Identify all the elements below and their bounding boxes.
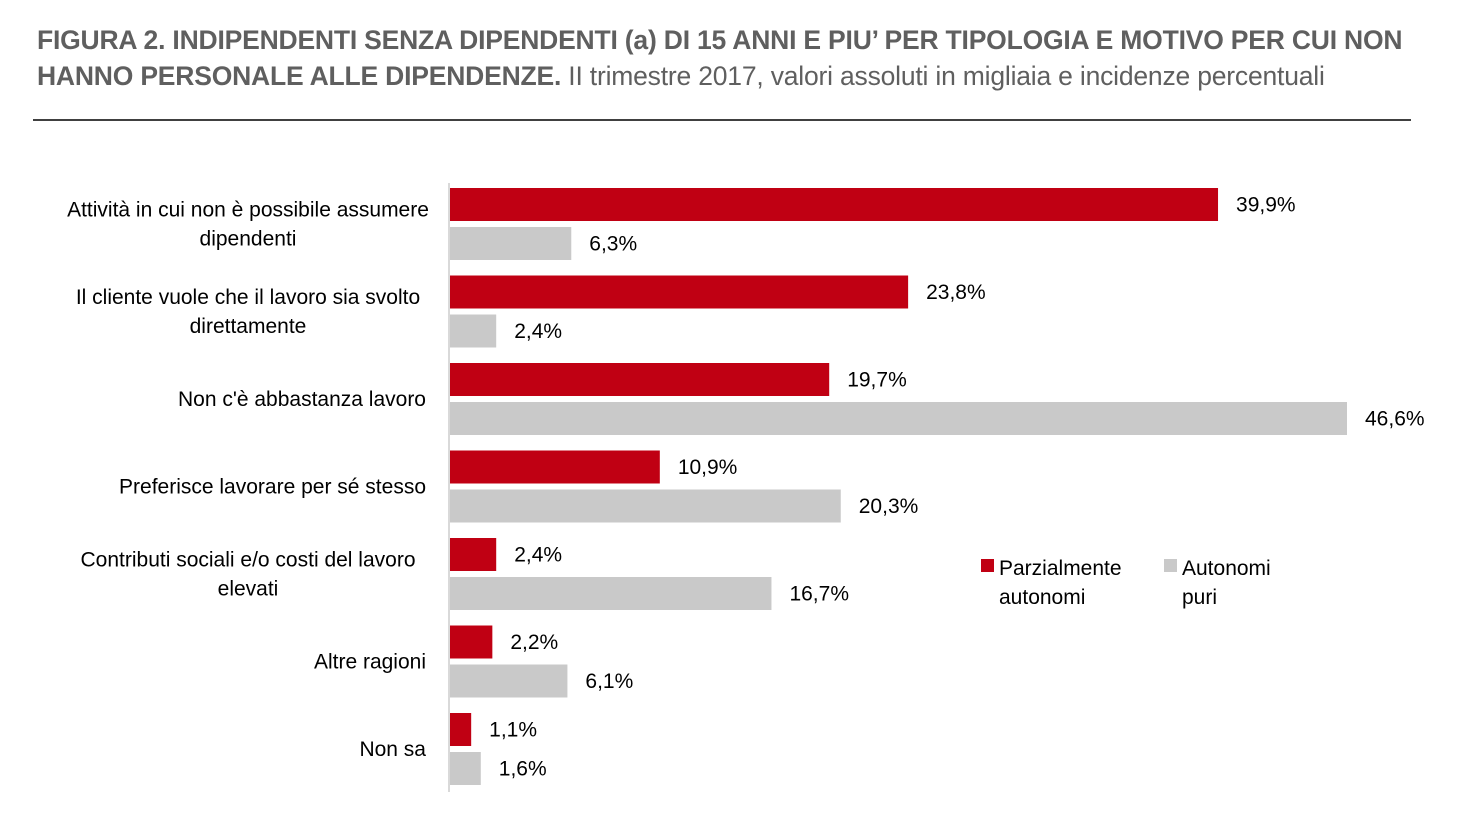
data-label-parzialmente-autonomi: 2,4% <box>514 544 562 567</box>
bar-parzialmente-autonomi <box>450 538 497 571</box>
legend-swatch-parzialmente-autonomi <box>981 559 994 572</box>
bar-parzialmente-autonomi <box>450 363 830 396</box>
data-label-autonomi-puri: 46,6% <box>1365 408 1425 431</box>
category-label: direttamente <box>190 315 307 338</box>
bar-autonomi-puri <box>450 227 572 260</box>
category-label: elevati <box>218 578 279 601</box>
legend-label-parzialmente-autonomi: autonomi <box>999 586 1085 609</box>
data-label-parzialmente-autonomi: 39,9% <box>1236 194 1296 217</box>
category-label: Contributi sociali e/o costi del lavoro <box>81 549 416 572</box>
bar-parzialmente-autonomi <box>450 713 472 746</box>
bar-parzialmente-autonomi <box>450 275 909 309</box>
bar-autonomi-puri <box>450 577 772 610</box>
chart-title-bold: FIGURA 2. INDIPENDENTI SENZA DIPENDENTI … <box>37 25 1403 91</box>
bar-autonomi-puri <box>450 664 568 698</box>
category-label: Altre ragioni <box>314 651 426 674</box>
category-label: Preferisce lavorare per sé stesso <box>119 476 426 499</box>
data-label-autonomi-puri: 6,1% <box>585 670 633 693</box>
legend-label-parzialmente-autonomi: Parzialmente <box>999 557 1122 580</box>
category-label: Attività in cui non è possibile assumere <box>67 199 429 222</box>
bar-parzialmente-autonomi <box>450 625 493 659</box>
bar-autonomi-puri <box>450 489 841 523</box>
category-label: Non c'è abbastanza lavoro <box>178 388 426 411</box>
bar-autonomi-puri <box>450 752 481 785</box>
bar-parzialmente-autonomi <box>450 450 660 484</box>
data-label-parzialmente-autonomi: 1,1% <box>489 719 537 742</box>
chart-subtitle: II trimestre 2017, valori assoluti in mi… <box>561 61 1325 91</box>
legend-label-autonomi-puri: Autonomi <box>1182 557 1271 580</box>
bar-autonomi-puri <box>450 402 1347 435</box>
category-label: Non sa <box>359 738 426 761</box>
bar-autonomi-puri <box>450 314 497 348</box>
data-label-autonomi-puri: 6,3% <box>589 233 637 256</box>
category-label: Il cliente vuole che il lavoro sia svolt… <box>76 286 420 309</box>
data-label-autonomi-puri: 16,7% <box>789 583 849 606</box>
legend-swatch-autonomi-puri <box>1164 559 1177 572</box>
data-label-parzialmente-autonomi: 23,8% <box>926 281 986 304</box>
data-label-parzialmente-autonomi: 2,2% <box>510 631 558 654</box>
title-divider <box>33 119 1411 121</box>
data-label-parzialmente-autonomi: 19,7% <box>847 369 907 392</box>
chart-title: FIGURA 2. INDIPENDENTI SENZA DIPENDENTI … <box>37 22 1457 94</box>
category-label: dipendenti <box>200 228 297 251</box>
data-label-parzialmente-autonomi: 10,9% <box>678 456 738 479</box>
legend-label-autonomi-puri: puri <box>1182 586 1217 609</box>
data-label-autonomi-puri: 1,6% <box>499 758 547 781</box>
bar-parzialmente-autonomi <box>450 188 1219 221</box>
data-label-autonomi-puri: 2,4% <box>514 320 562 343</box>
data-label-autonomi-puri: 20,3% <box>859 495 919 518</box>
